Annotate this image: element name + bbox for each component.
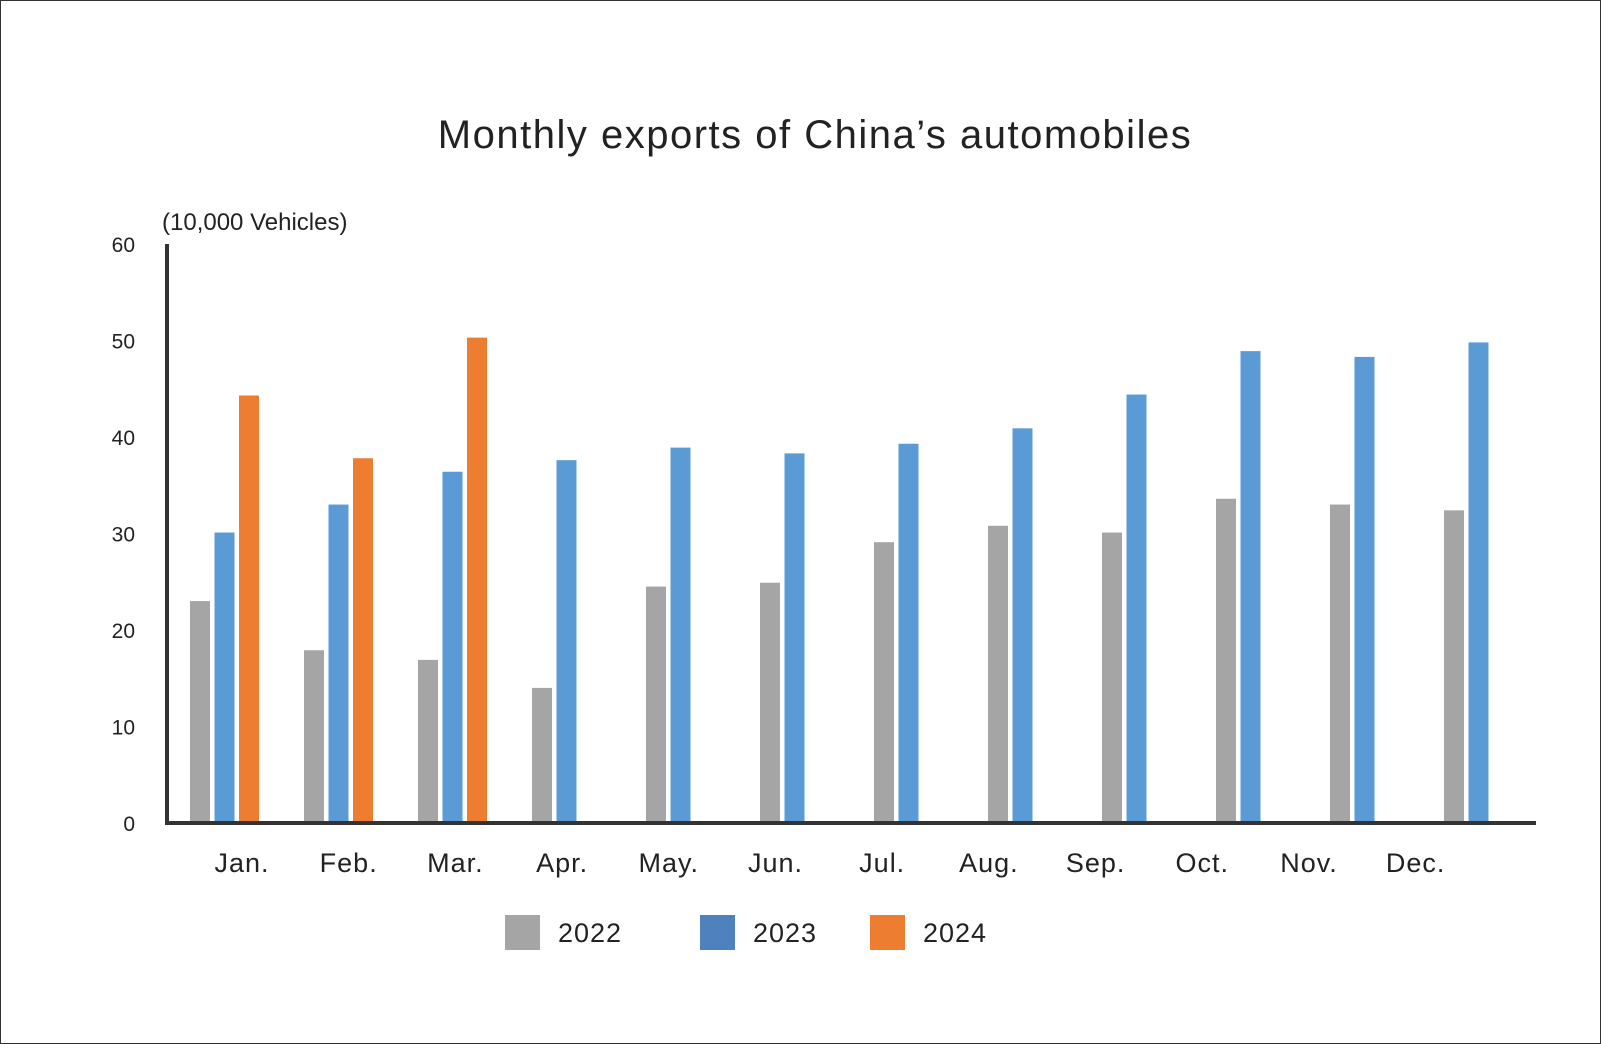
bar-2022-oct [1216, 498, 1236, 823]
bar-2022-jun [760, 582, 780, 823]
bar-2023-oct [1240, 351, 1261, 823]
bar-2022-nov [1330, 504, 1350, 823]
x-tick-label: Nov. [1280, 848, 1338, 878]
bar-2022-dec [1444, 510, 1464, 823]
x-tick-label: Mar. [427, 848, 484, 878]
bar-2022-jul [874, 542, 894, 823]
x-tick-label: May. [639, 848, 700, 878]
x-tick-label: Jul. [859, 848, 905, 878]
bar-2022-apr [532, 687, 552, 823]
chart-title: Monthly exports of China’s automobiles [438, 113, 1192, 157]
legend-label-2022: 2022 [558, 918, 622, 948]
bar-2022-mar [418, 659, 438, 823]
y-tick-label: 60 [112, 234, 135, 257]
bar-2023-jul [898, 443, 919, 823]
bar-2024-jan [239, 395, 259, 823]
bar-2023-dec [1468, 342, 1489, 823]
y-tick-label: 40 [112, 427, 135, 450]
y-axis-unit-label: (10,000 Vehicles) [162, 209, 347, 236]
bar-2023-mar [442, 471, 463, 823]
bar-2022-aug [988, 525, 1008, 823]
bar-2023-nov [1354, 356, 1375, 823]
legend-swatch-2022 [505, 915, 540, 950]
x-tick-label: Jun. [748, 848, 803, 878]
legend-label-2024: 2024 [923, 918, 987, 948]
bar-2023-jan [214, 532, 235, 823]
bar-2024-mar [467, 337, 487, 823]
bar-2023-jun [784, 453, 805, 823]
x-tick-label: Feb. [320, 848, 378, 878]
bar-2022-feb [304, 650, 324, 823]
x-tick-label: Oct. [1176, 848, 1230, 878]
y-tick-label: 50 [112, 331, 135, 354]
y-tick-label: 0 [123, 813, 135, 836]
x-tick-label: Jan. [214, 848, 269, 878]
x-tick-label: Sep. [1066, 848, 1126, 878]
legend-swatch-2023 [700, 915, 735, 950]
bar-2022-may [646, 586, 666, 823]
bar-2023-may [670, 447, 691, 823]
bar-2024-feb [353, 458, 373, 823]
bar-2023-aug [1012, 428, 1033, 823]
legend-label-2023: 2023 [753, 918, 817, 948]
bar-2022-jan [190, 601, 210, 823]
y-tick-label: 30 [112, 524, 135, 547]
bar-2023-sep [1126, 394, 1147, 823]
legend-swatch-2024 [870, 915, 905, 950]
x-tick-label: Dec. [1386, 848, 1446, 878]
bar-2023-feb [328, 504, 349, 823]
y-tick-label: 10 [112, 717, 135, 740]
y-tick-label: 20 [112, 620, 135, 643]
bar-2022-sep [1102, 532, 1122, 823]
bar-2023-apr [556, 460, 577, 823]
x-tick-label: Apr. [536, 848, 588, 878]
x-tick-label: Aug. [959, 848, 1019, 878]
